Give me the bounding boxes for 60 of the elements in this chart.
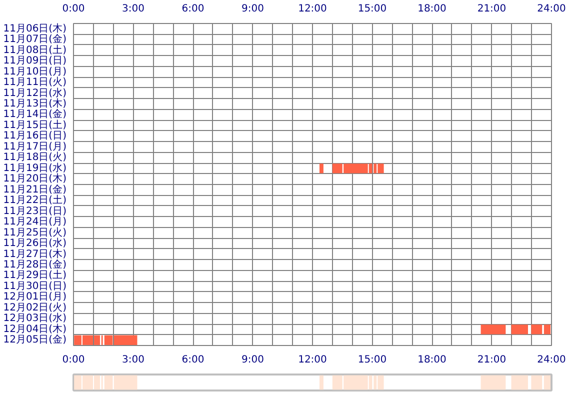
y-tick-label: 11月26日(水) [3, 237, 67, 250]
x-tick-label: 21:00 [477, 4, 506, 14]
y-tick-label: 12月05日(金) [3, 334, 67, 346]
y-tick-label: 11月07日(金) [3, 33, 67, 46]
bar [480, 375, 506, 390]
x-tick-label: 0:00 [62, 4, 85, 14]
bar [378, 164, 384, 174]
y-tick-label: 11月21日(金) [3, 183, 67, 196]
x-tick-label: 15:00 [358, 4, 387, 14]
y-tick-label: 11月30日(日) [3, 280, 67, 292]
x2-tick-label: 9:00 [242, 354, 264, 366]
bar [319, 375, 324, 390]
bar [531, 375, 542, 390]
y-tick-label: 11月19日(水) [3, 162, 67, 174]
y-tick-label: 12月03日(水) [3, 312, 67, 324]
x2-tick-label: 18:00 [418, 354, 446, 366]
y-tick-label: 11月20日(木) [3, 172, 67, 185]
x-tick-label: 24:00 [537, 4, 566, 14]
x2-tick-label: 24:00 [537, 354, 566, 366]
y-tick-label: 11月11日(火) [3, 76, 67, 88]
bar [511, 375, 528, 390]
bar [480, 324, 506, 334]
y-tick-label: 11月14日(金) [3, 108, 67, 120]
y-tick-label: 11月25日(火) [3, 226, 67, 238]
y-tick-label: 11月27日(木) [3, 248, 67, 260]
y-tick-label: 11月06日(木) [3, 22, 67, 34]
y-tick-label: 11月13日(木) [3, 98, 67, 110]
bar [544, 375, 551, 390]
x-tick-label: 3:00 [122, 4, 144, 14]
bar [531, 324, 542, 334]
y-tick-label: 11月16日(日) [3, 130, 67, 142]
y-tick-label: 11月23日(日) [3, 206, 67, 217]
x2-tick-label: 12:00 [298, 354, 327, 366]
y-tick-label: 11月09日(日) [3, 56, 67, 67]
y-tick-label: 11月17日(月) [3, 141, 67, 152]
y-tick-label: 11月28日(金) [3, 258, 67, 270]
bar [511, 324, 528, 334]
x2-tick-label: 3:00 [122, 354, 144, 366]
x-tick-label: 6:00 [182, 4, 204, 14]
bar [378, 375, 384, 390]
y-tick-label: 11月12日(水) [3, 86, 67, 99]
x-tick-label: 12:00 [298, 4, 327, 14]
y-tick-label: 12月04日(木) [3, 322, 67, 335]
y-tick-label: 12月01日(月) [3, 292, 67, 303]
y-tick-label: 11月08日(土) [3, 44, 67, 56]
x2-tick-label: 15:00 [358, 354, 387, 366]
y-tick-label: 11月15日(土) [3, 118, 67, 131]
y-tick-label: 11月10日(月) [3, 66, 67, 78]
x2-tick-label: 21:00 [477, 354, 506, 366]
y-tick-label: 11月22日(土) [3, 194, 67, 206]
y-tick-label: 11月24日(月) [3, 216, 67, 228]
x2-tick-label: 0:00 [62, 354, 85, 366]
y-tick-label: 12月02日(火) [3, 301, 67, 314]
y-tick-label: 11月18日(火) [3, 151, 67, 164]
x-tick-label: 9:00 [242, 4, 264, 14]
x2-tick-label: 6:00 [182, 354, 204, 366]
x-tick-label: 18:00 [418, 4, 446, 14]
bar [319, 164, 324, 174]
bar [544, 324, 551, 334]
y-tick-label: 11月29日(土) [3, 269, 67, 282]
